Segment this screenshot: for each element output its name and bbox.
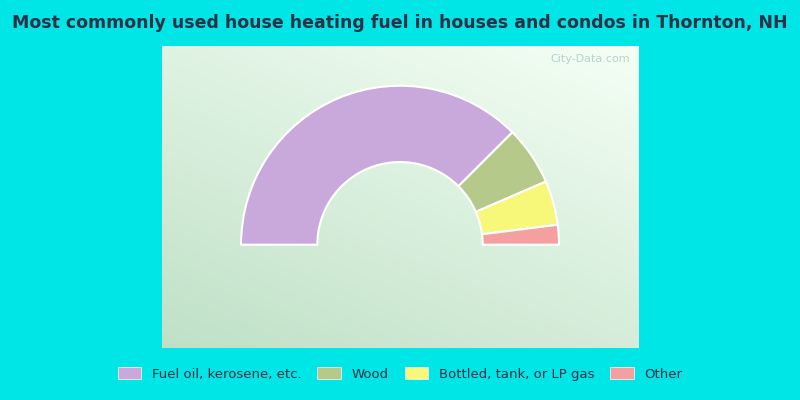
- Legend: Fuel oil, kerosene, etc., Wood, Bottled, tank, or LP gas, Other: Fuel oil, kerosene, etc., Wood, Bottled,…: [114, 363, 686, 385]
- Wedge shape: [241, 86, 512, 245]
- Text: Most commonly used house heating fuel in houses and condos in Thornton, NH: Most commonly used house heating fuel in…: [12, 14, 788, 32]
- Wedge shape: [476, 182, 558, 234]
- Wedge shape: [482, 225, 559, 245]
- Text: City-Data.com: City-Data.com: [551, 54, 630, 64]
- Wedge shape: [458, 132, 546, 212]
